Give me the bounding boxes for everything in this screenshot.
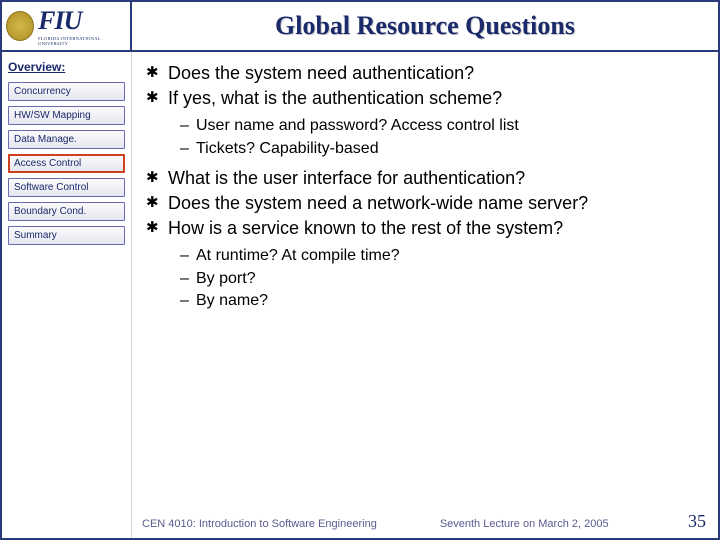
sub-bullet: –At runtime? At compile time? (180, 246, 698, 266)
footer-course: CEN 4010: Introduction to Software Engin… (142, 518, 440, 530)
dash-icon: – (180, 246, 196, 266)
sidebar: Overview: Concurrency HW/SW Mapping Data… (2, 52, 132, 538)
star-icon: ✱ (146, 62, 168, 85)
star-icon: ✱ (146, 167, 168, 190)
sidebar-item-concurrency[interactable]: Concurrency (8, 82, 125, 101)
bullet: ✱Does the system need authentication? (146, 62, 698, 85)
sidebar-item-summary[interactable]: Summary (8, 226, 125, 245)
content: ✱Does the system need authentication? ✱I… (132, 52, 718, 538)
dash-icon: – (180, 139, 196, 159)
footer: CEN 4010: Introduction to Software Engin… (2, 511, 718, 532)
bullet: ✱Does the system need a network-wide nam… (146, 192, 698, 215)
sidebar-item-software-control[interactable]: Software Control (8, 178, 125, 197)
star-icon: ✱ (146, 87, 168, 110)
sub-bullet: –By name? (180, 291, 698, 311)
dash-icon: – (180, 291, 196, 311)
bullet: ✱How is a service known to the rest of t… (146, 217, 698, 240)
sub-bullet: –By port? (180, 269, 698, 289)
university-seal-icon (6, 11, 34, 41)
dash-icon: – (180, 269, 196, 289)
sidebar-item-boundary-cond[interactable]: Boundary Cond. (8, 202, 125, 221)
sub-bullet: –Tickets? Capability-based (180, 139, 698, 159)
sidebar-item-data-manage[interactable]: Data Manage. (8, 130, 125, 149)
footer-lecture: Seventh Lecture on March 2, 2005 (440, 518, 688, 530)
slide-title: Global Resource Questions (132, 11, 718, 41)
dash-icon: – (180, 116, 196, 136)
sidebar-item-access-control[interactable]: Access Control (8, 154, 125, 173)
header: FIU FLORIDA INTERNATIONAL UNIVERSITY Glo… (2, 2, 718, 52)
slide: FIU FLORIDA INTERNATIONAL UNIVERSITY Glo… (0, 0, 720, 540)
bullet: ✱What is the user interface for authenti… (146, 167, 698, 190)
star-icon: ✱ (146, 217, 168, 240)
bullet: ✱If yes, what is the authentication sche… (146, 87, 698, 110)
star-icon: ✱ (146, 192, 168, 215)
logo: FIU FLORIDA INTERNATIONAL UNIVERSITY (2, 2, 132, 50)
logo-subtitle: FLORIDA INTERNATIONAL UNIVERSITY (38, 36, 126, 46)
logo-text: FIU (38, 6, 126, 36)
sidebar-item-hwsw-mapping[interactable]: HW/SW Mapping (8, 106, 125, 125)
body: Overview: Concurrency HW/SW Mapping Data… (2, 52, 718, 538)
sidebar-heading: Overview: (8, 60, 125, 74)
sub-bullet: –User name and password? Access control … (180, 116, 698, 136)
page-number: 35 (688, 511, 706, 532)
